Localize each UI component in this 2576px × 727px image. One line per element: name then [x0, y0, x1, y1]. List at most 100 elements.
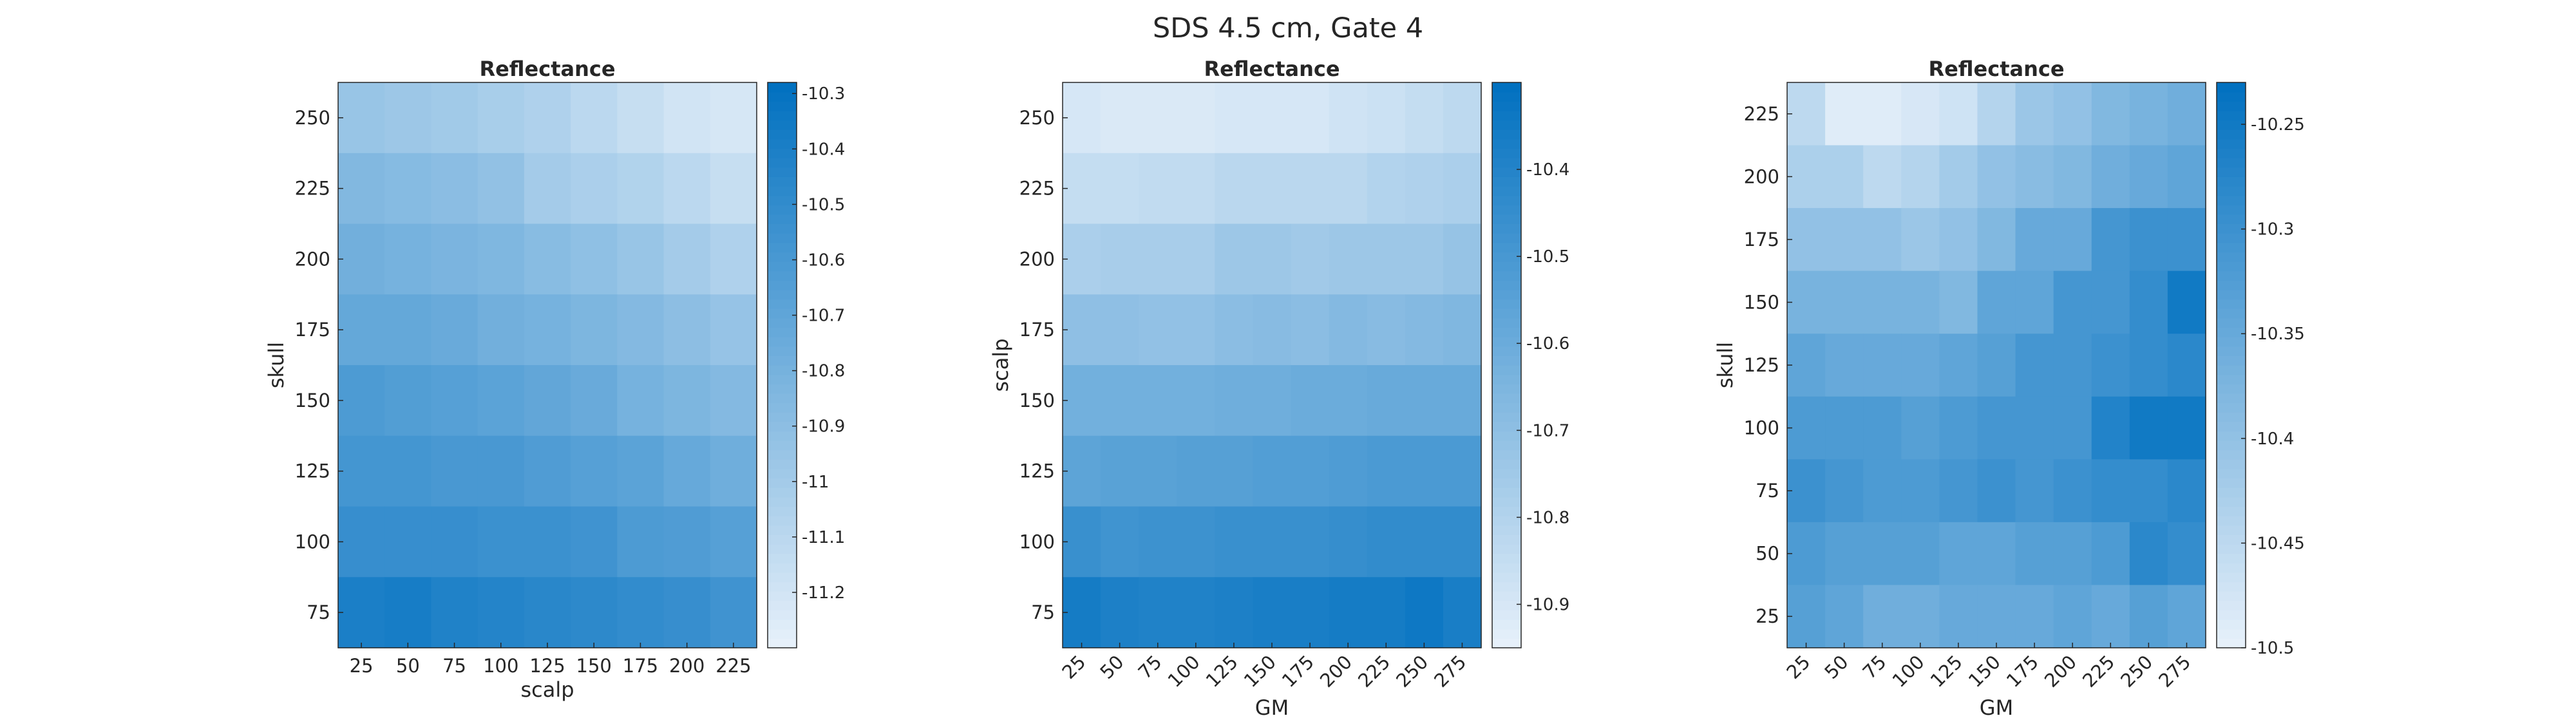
colorbar-segment [2217, 138, 2246, 149]
colorbar-segment [768, 516, 797, 526]
heatmap-cell [1177, 365, 1215, 437]
colorbar-segment [2217, 496, 2246, 507]
colorbar-tick-label: -10.3 [802, 84, 845, 104]
panel-title: Reflectance [1204, 57, 1340, 81]
colorbar-segment [2217, 478, 2246, 488]
colorbar-tick-label: -10.7 [1526, 421, 1569, 440]
colorbar-segment [1492, 459, 1521, 469]
colorbar-segment [2217, 619, 2246, 630]
colorbar-segment [768, 101, 797, 111]
y-tick-label: 100 [295, 531, 330, 552]
y-tick-label: 175 [1744, 229, 1779, 250]
colorbar-segment [1492, 553, 1521, 563]
heatmap-cell [1101, 294, 1139, 366]
heatmap-cell [2053, 270, 2092, 334]
x-tick-label: 275 [1430, 651, 1470, 692]
x-tick-label: 100 [1888, 651, 1929, 692]
heatmap-cell [2015, 459, 2054, 523]
y-tick-label: 100 [1744, 417, 1779, 439]
heatmap-cell [1139, 294, 1177, 366]
x-tick-label: 250 [2116, 651, 2157, 692]
heatmap-cell [2053, 585, 2092, 648]
colorbar-segment [768, 459, 797, 469]
colorbar-segment [2217, 110, 2246, 121]
colorbar-segment [2217, 431, 2246, 441]
x-tick-label: 225 [2078, 651, 2119, 692]
heatmap-cell [571, 435, 618, 507]
heatmap-cell [1329, 82, 1368, 154]
heatmap-cell [1177, 223, 1215, 295]
colorbar-segment [2217, 176, 2246, 187]
heatmap-cell [338, 82, 385, 154]
heatmap-cell [1443, 506, 1482, 578]
colorbar-segment [768, 487, 797, 498]
heatmap-cell [1139, 153, 1177, 225]
colorbar-segment [2217, 572, 2246, 583]
heatmap-cell [1977, 82, 2016, 146]
x-tick-label: 175 [1278, 651, 1318, 692]
y-axis-label: skull [264, 342, 289, 388]
heatmap-cell [338, 365, 385, 437]
colorbar-segment [1492, 110, 1521, 121]
colorbar-segment [1492, 600, 1521, 611]
heatmap-cell [1863, 270, 1902, 334]
colorbar-tick-label: -10.45 [2251, 534, 2305, 553]
colorbar-segment [1492, 129, 1521, 140]
heatmap-cell [384, 223, 432, 295]
heatmap-cell [1101, 153, 1139, 225]
colorbar-segment [1492, 384, 1521, 394]
colorbar-frame [1492, 82, 1522, 648]
heatmap-cell [1825, 334, 1864, 397]
colorbar-segment [1492, 431, 1521, 441]
heatmap-cell [1177, 294, 1215, 366]
colorbar-segment [1492, 120, 1521, 130]
heatmap-cell [1367, 506, 1406, 578]
heatmap-cell [2053, 82, 2092, 146]
heatmap-cell [2053, 522, 2092, 586]
heatmap-cell [1939, 145, 1978, 209]
colorbar-segment [2217, 82, 2246, 93]
colorbar-segment [2217, 317, 2246, 328]
heatmap-cell [338, 223, 385, 295]
heatmap-cell [477, 82, 525, 154]
heatmap-cell [1939, 396, 1978, 460]
colorbar-segment [2217, 158, 2246, 168]
heatmap-cell [1063, 365, 1101, 437]
panel-title: Reflectance [479, 57, 615, 81]
colorbar-segment [768, 365, 797, 375]
colorbar-segment [768, 355, 797, 366]
heatmap-cell [1977, 208, 2016, 272]
heatmap-cell [1063, 435, 1101, 507]
colorbar-segment [768, 252, 797, 262]
colorbar-segment [2217, 591, 2246, 601]
heatmap-cell [1367, 294, 1406, 366]
colorbar-segment [2217, 185, 2246, 196]
heatmap-cell [1215, 153, 1254, 225]
colorbar-segment [2217, 534, 2246, 545]
colorbar-segment [768, 572, 797, 583]
colorbar-segment [1492, 82, 1521, 93]
colorbar-segment [1492, 468, 1521, 479]
colorbar-segment [1492, 337, 1521, 347]
heatmap-cell [1825, 270, 1864, 334]
colorbar-segment [2217, 205, 2246, 215]
colorbar-segment [1492, 214, 1521, 225]
heatmap-cell [571, 506, 618, 578]
colorbar-segment [2217, 280, 2246, 290]
colorbar-segment [768, 223, 797, 234]
heatmap-cell [2129, 334, 2168, 397]
colorbar-segment [2217, 468, 2246, 479]
heatmap-cell [2129, 145, 2168, 209]
heatmap-cell [1329, 577, 1368, 648]
heatmap-cell [2091, 82, 2130, 146]
heatmap-cell [2015, 270, 2054, 334]
heatmap-cell [1901, 459, 1940, 523]
heatmap-cell [571, 577, 618, 648]
colorbar-segment [768, 148, 797, 158]
colorbar-segment [2217, 487, 2246, 498]
colorbar-tick-label: -10.8 [802, 362, 845, 381]
heatmap-cell [2015, 334, 2054, 397]
x-axis-label: GM [1980, 695, 2013, 720]
colorbar-segment [2217, 308, 2246, 319]
